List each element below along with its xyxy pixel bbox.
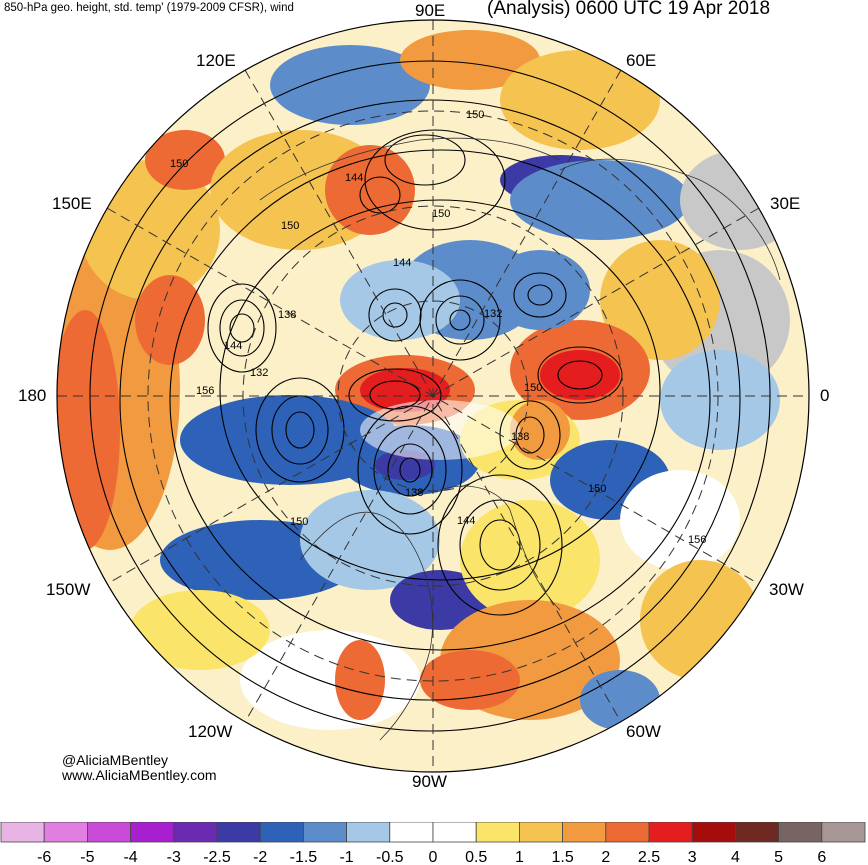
colorbar-tick-label: 1 [515,849,524,865]
colorbar-swatch [475,822,520,843]
colorbar-swatch [821,822,866,843]
lon-label-30w: 30W [769,580,804,599]
contour-label: 138 [511,431,529,443]
colorbar-swatch [691,822,736,843]
colorbar-swatch [0,822,45,843]
colorbar: -6 -5 -4 -3 -2.5 -2 -1.5 -1 -0.5 0 0.5 1 1.5 2 2.5 3 4 5 6 [0,822,866,865]
graticule [57,20,809,772]
colorbar-swatch [648,822,693,843]
colorbar-tick-label: -4 [123,849,137,865]
contour-labels: 150 150 144 150 150 144 138 132 144 132 156 138 138 1… [170,109,706,546]
colorbar-swatch [519,822,564,843]
contour-label: 150 [432,208,450,220]
lon-label-60w: 60W [626,722,661,741]
coastlines [259,137,781,741]
contour-label: 150 [170,158,188,170]
credit-handle: @AliciaMBentley [62,752,169,768]
contour-label: 150 [281,220,299,232]
colorbar-tick-label: -5 [80,849,94,865]
colorbar-tick-label: 2 [601,849,610,865]
colorbar-tick-label: -2.5 [203,849,231,865]
lon-label-0: 0 [820,386,830,405]
contour-label: 150 [466,109,484,121]
colorbar-swatch [778,822,823,843]
contour-label: 150 [290,516,308,528]
contour-label: 144 [457,515,475,527]
polar-map: 150 150 144 150 150 144 138 132 144 132 156 138 138 1… [56,19,810,773]
colorbar-tick-label: -3 [167,849,181,865]
colorbar-swatch [562,822,607,843]
colorbar-tick-label: 0.5 [465,849,487,865]
colorbar-tick-label: -0.5 [376,849,404,865]
contour-label: 156 [688,534,706,546]
colorbar-tick-label: 1.5 [551,849,573,865]
contour-label: 144 [224,340,242,352]
valid-time: (Analysis) 0600 UTC 19 Apr 2018 [487,0,771,19]
colorbar-swatch [216,822,261,843]
colorbar-swatch [302,822,347,843]
lon-label-30e: 30E [770,194,801,213]
colorbar-tick-label: -2 [253,849,267,865]
colorbar-swatch [173,822,218,843]
colorbar-swatch [130,822,175,843]
lon-label-150w: 150W [46,580,91,599]
colorbar-swatch [432,822,477,843]
colorbar-tick-label: 2.5 [638,849,660,865]
credit-website: www.AliciaMBentley.com [62,767,217,783]
colorbar-swatch [389,822,434,843]
colorbar-tick-label: 6 [817,849,826,865]
colorbar-swatch [259,822,304,843]
map-border [56,19,810,773]
lon-label-120e: 120E [196,51,236,70]
colorbar-tick-label: -1 [339,849,353,865]
lon-label-90e: 90E [415,1,446,20]
lon-label-180: 180 [18,386,47,405]
colorbar-tick-label: -6 [37,849,51,865]
colorbar-tick-label: 3 [688,849,697,865]
contour-label: 144 [345,172,363,184]
contour-label: 144 [393,257,411,269]
lon-label-120w: 120W [188,722,233,741]
contour-label: 138 [405,487,423,499]
map-title: 850-hPa geo. height, std. temp' (1979-20… [4,2,294,14]
contour-label: 132 [250,367,268,379]
colorbar-tick-label: -1.5 [290,849,318,865]
colorbar-swatch [346,822,391,843]
colorbar-swatch [735,822,780,843]
contour-label: 150 [588,483,606,495]
colorbar-swatch [87,822,132,843]
contour-label: 138 [278,309,296,321]
contour-label: 132 [484,308,502,320]
colorbar-swatch [43,822,88,843]
lon-label-150e: 150E [52,194,92,213]
colorbar-tick-label: 0 [429,849,438,865]
contour-label: 156 [196,385,214,397]
colorbar-tick-label: 4 [731,849,740,865]
colorbar-swatch [605,822,650,843]
contour-label: 150 [524,382,542,394]
lon-label-60e: 60E [626,51,657,70]
lon-label-90w: 90W [412,772,447,791]
colorbar-tick-label: 5 [774,849,783,865]
